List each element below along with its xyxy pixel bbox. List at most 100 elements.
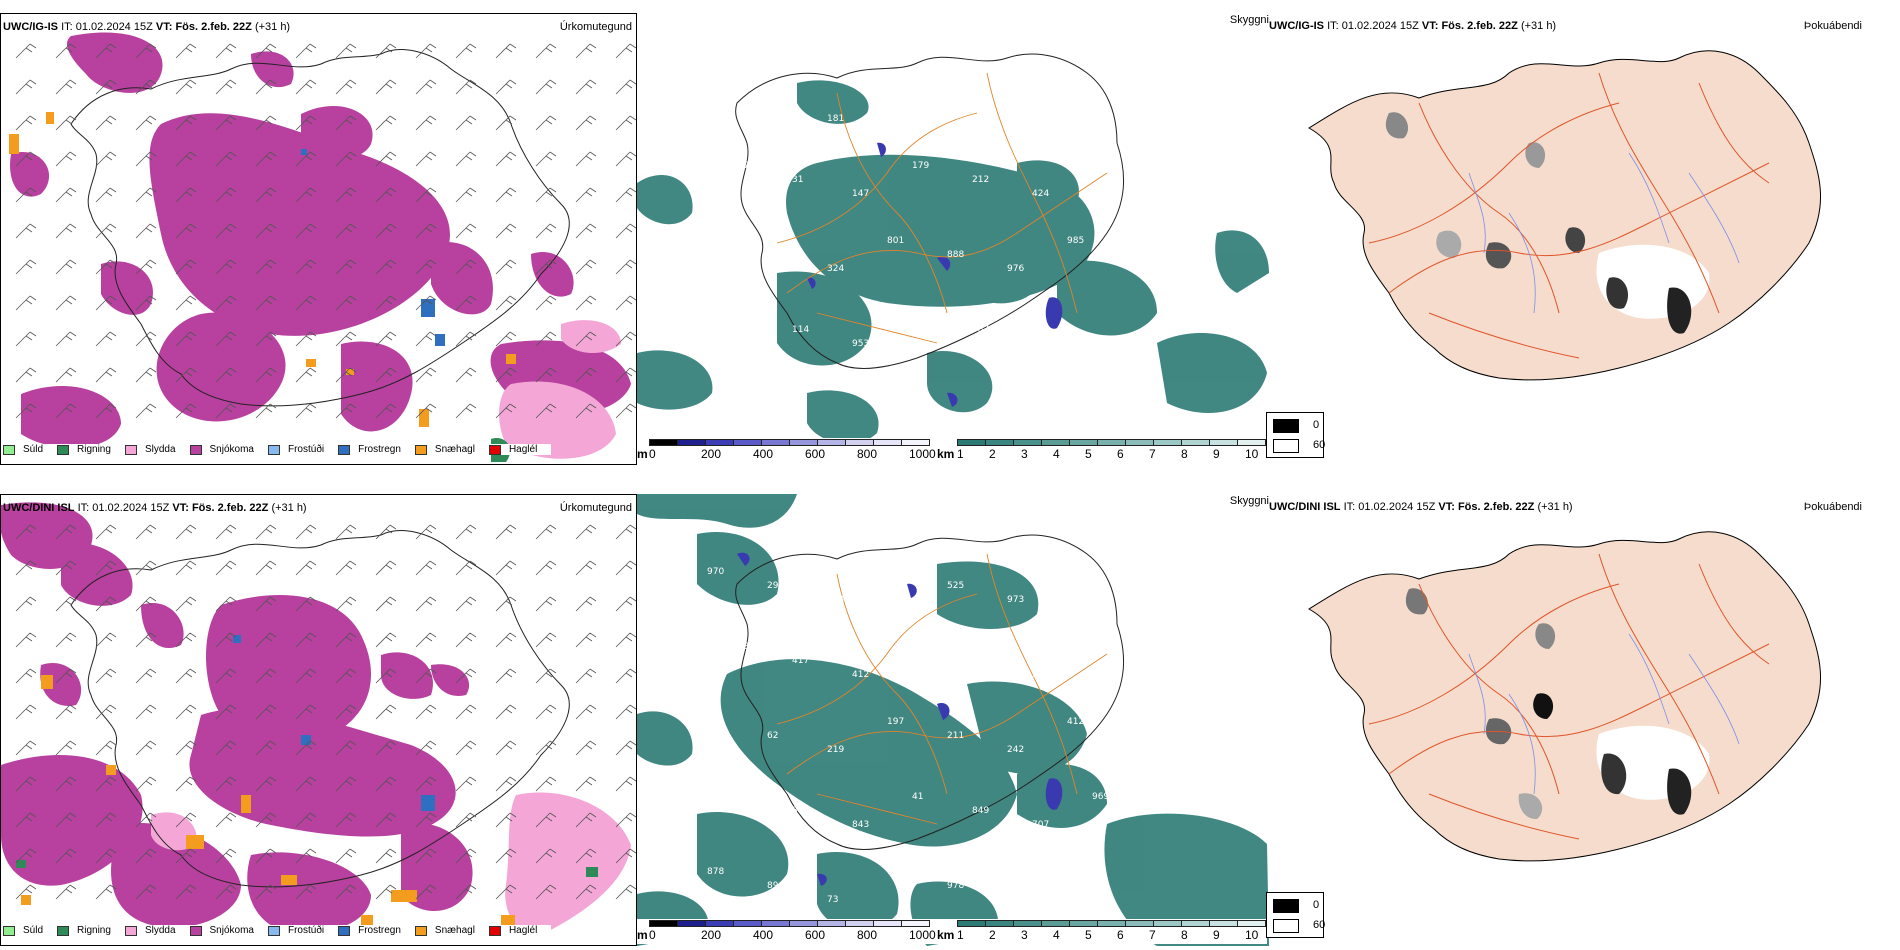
- legend-label: Slydda: [144, 444, 176, 455]
- wind-barb: [55, 668, 77, 684]
- wind-barb: [15, 668, 37, 684]
- colorbar-tick: 600: [805, 447, 826, 461]
- lead-time: (+31 h): [254, 21, 291, 33]
- wind-barb: [375, 704, 397, 720]
- legend-item-1: Súld: [3, 925, 43, 936]
- wind-barb: [335, 151, 357, 167]
- peak-label: 142: [1152, 175, 1169, 185]
- colorbar-tick: 4: [1053, 928, 1060, 942]
- wind-barb: [135, 704, 157, 720]
- visibility-map-bottom: 9702968738985259735718642341741227087092…: [637, 494, 1269, 946]
- colorbar-segment: [1153, 439, 1182, 446]
- wind-barb: [535, 704, 557, 720]
- wind-barb: [455, 259, 477, 275]
- colorbar-tick: 8: [1181, 928, 1188, 942]
- wind-barb: [415, 668, 437, 684]
- wind-barb: [95, 331, 117, 347]
- precip-type-panel-bottom[interactable]: UWC/DINI ISL IT: 01.02.2024 15Z VT: Fös.…: [0, 494, 637, 946]
- wind-barb: [175, 43, 197, 59]
- peak-label: 197: [887, 717, 904, 727]
- wind-barb: [15, 403, 37, 419]
- wind-barb: [255, 740, 277, 756]
- wind-barb: [95, 812, 117, 828]
- wind-barb: [215, 331, 237, 347]
- wind-barb: [575, 295, 597, 311]
- wind-barb: [295, 151, 317, 167]
- wind-barb: [575, 848, 597, 864]
- precip-type-title: Úrkomutegund: [559, 502, 632, 514]
- peak-label: 965: [887, 867, 904, 877]
- wind-barb: [615, 668, 636, 684]
- wind-barb: [455, 596, 477, 612]
- wind-barb: [335, 848, 357, 864]
- wind-barb: [335, 776, 357, 792]
- colorbar-segment: [705, 920, 734, 927]
- wind-barb: [535, 259, 557, 275]
- wind-barb: [335, 884, 357, 900]
- wind-barb: [375, 259, 397, 275]
- peak-label: 974: [912, 311, 929, 321]
- wind-barb: [15, 740, 37, 756]
- precip-type-panel-top[interactable]: UWC/IG-IS IT: 01.02.2024 15Z VT: Fös. 2.…: [0, 13, 637, 465]
- wind-barb: [495, 367, 517, 383]
- colorbar-segment: [705, 439, 734, 446]
- visibility-panel-bottom[interactable]: 970 296 873 898 525 973 57 186 423 417 412 270 870 92…: [637, 494, 1269, 946]
- wind-barb: [535, 151, 557, 167]
- legend-label: Frostregn: [358, 444, 401, 455]
- wind-barb: [95, 596, 117, 612]
- fog-indicator-panel-bottom[interactable]: UWC/DINI ISL IT: 01.02.2024 15Z VT: Fös.…: [1269, 494, 1900, 946]
- wind-barb: [135, 776, 157, 792]
- peak-label: 849: [972, 806, 989, 816]
- wind-barb: [615, 632, 636, 648]
- legend-swatch: [57, 925, 70, 936]
- wind-barb: [95, 43, 117, 59]
- wind-barb: [255, 884, 277, 900]
- peak-label: 270: [912, 642, 929, 652]
- colorbar-segment: [789, 439, 818, 446]
- wind-barb: [175, 367, 197, 383]
- run-header: UWC/DINI ISL IT: 01.02.2024 15Z VT: Fös.…: [3, 502, 307, 514]
- colorbar-segment: [1097, 920, 1126, 927]
- wind-barb: [15, 115, 37, 131]
- wind-barb: [55, 740, 77, 756]
- visibility-panel-top[interactable]: 24 328 181 638 497 87 55 987 707 31 147 179 212 424 22…: [637, 13, 1269, 465]
- legend-label: Súld: [23, 925, 44, 936]
- wind-barb: [415, 259, 437, 275]
- legend-item-3: Slydda: [124, 444, 176, 455]
- peak-label: 219: [827, 745, 844, 755]
- wind-barb: [175, 331, 197, 347]
- legend-label: Slydda: [144, 925, 176, 936]
- visibility-title: Skyggni: [1229, 14, 1269, 26]
- colorbar-tick: 200: [701, 447, 722, 461]
- wind-barb: [415, 79, 437, 95]
- peak-label: 978: [947, 881, 964, 891]
- wind-barb: [375, 776, 397, 792]
- wind-barb: [255, 223, 277, 239]
- wind-barb: [215, 812, 237, 828]
- wind-barb: [535, 223, 557, 239]
- wind-barb: [495, 848, 517, 864]
- colorbar-segment: [957, 439, 986, 446]
- wind-barb: [295, 403, 317, 419]
- wind-barb: [135, 596, 157, 612]
- peak-label: 628: [732, 792, 749, 802]
- wind-barb: [575, 43, 597, 59]
- wind-barb: [415, 632, 437, 648]
- wind-barb: [615, 295, 636, 311]
- snow-areas: [1, 502, 613, 934]
- wind-barb: [55, 403, 77, 419]
- low-visibility-areas: [637, 80, 1269, 444]
- wind-barb: [135, 223, 157, 239]
- wind-barb: [215, 151, 237, 167]
- peak-label: 417: [792, 656, 809, 666]
- peak-label: 412: [1067, 717, 1084, 727]
- wind-barb: [415, 367, 437, 383]
- colorbar-tick: 1: [957, 928, 964, 942]
- wind-barb: [375, 812, 397, 828]
- wind-barb: [335, 668, 357, 684]
- fog-indicator-panel-top[interactable]: UWC/IG-IS IT: 01.02.2024 15Z VT: Fös. 2.…: [1269, 13, 1900, 465]
- peak-label: 296: [767, 581, 784, 591]
- wind-barb: [335, 259, 357, 275]
- wind-barb: [335, 704, 357, 720]
- wind-barb: [255, 367, 277, 383]
